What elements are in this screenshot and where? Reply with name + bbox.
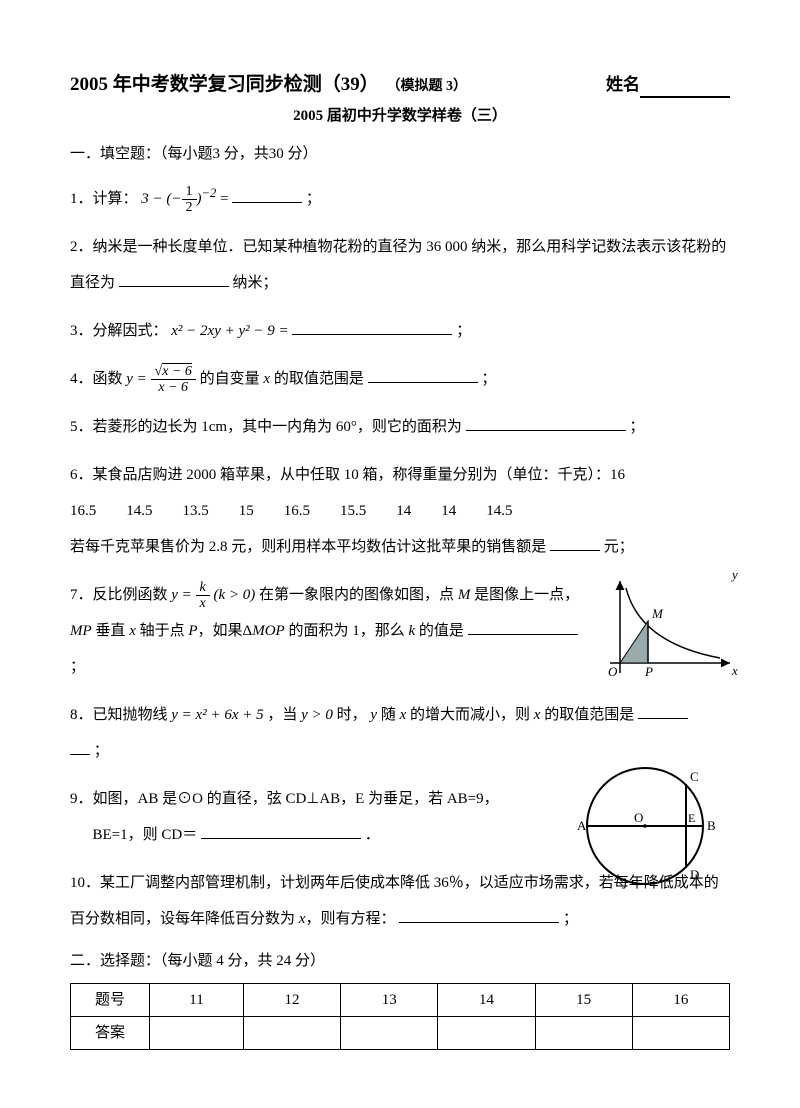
q5-blank[interactable]	[466, 415, 626, 431]
section-1-header: 一．填空题：（每小题3 分，共30 分）	[70, 142, 730, 166]
question-4: 4．函数 y = √x − 6x − 6 的自变量 x 的取值范围是 ；	[70, 361, 730, 397]
row-label: 题号	[71, 984, 150, 1017]
ans-label: 答案	[71, 1017, 150, 1050]
col-13: 13	[341, 984, 438, 1017]
col-16: 16	[632, 984, 729, 1017]
title-group: 2005 年中考数学复习同步检测（39） （模拟题 3）	[70, 70, 467, 100]
svg-text:A: A	[577, 818, 587, 833]
q4-blank[interactable]	[368, 367, 478, 383]
ans-15[interactable]	[535, 1017, 632, 1050]
q1-frac: 12	[182, 184, 197, 216]
q1-blank[interactable]	[232, 187, 302, 203]
ans-11[interactable]	[150, 1017, 244, 1050]
q3-expr: x² − 2xy + y² − 9 =	[171, 323, 288, 339]
q9-blank[interactable]	[201, 823, 361, 839]
q6-line2: 16.5 14.5 13.5 15 16.5 15.5 14 14 14.5	[70, 493, 730, 529]
table-row-header: 题号 11 12 13 14 15 16	[71, 984, 730, 1017]
question-2: 2．纳米是一种长度单位．已知某种植物花粉的直径为 36 000 纳米，那么用科学…	[70, 229, 730, 301]
q4-expr: y = √x − 6x − 6	[126, 371, 199, 387]
q8-blank2[interactable]	[70, 739, 90, 755]
q6-line1: 6．某食品店购进 2000 箱苹果，从中任取 10 箱，称得重量分别为（单位：千…	[70, 457, 730, 493]
svg-text:E: E	[688, 811, 695, 825]
question-1: 1．计算： 3 − (−12)−2 = ；	[70, 178, 730, 217]
q8-expr: y = x² + 6x + 5	[171, 707, 263, 723]
ans-12[interactable]	[243, 1017, 340, 1050]
svg-text:O: O	[634, 810, 643, 825]
col-14: 14	[438, 984, 535, 1017]
svg-text:O: O	[608, 664, 618, 679]
question-9: 9．如图，AB 是⊙O 的直径，弦 CD⊥AB，E 为垂足，若 AB=9， BE…	[70, 781, 730, 853]
title-mode: （模拟题 3）	[387, 79, 468, 94]
svg-text:P: P	[644, 664, 653, 679]
question-5: 5．若菱形的边长为 1cm，其中一内角为 60°，则它的面积为 ；	[70, 409, 730, 445]
svg-text:x: x	[731, 663, 738, 678]
q1-pre: 1．计算：	[70, 191, 138, 207]
page: 2005 年中考数学复习同步检测（39） （模拟题 3） 姓名 2005 届初中…	[0, 0, 800, 1090]
question-3: 3．分解因式： x² − 2xy + y² − 9 = ；	[70, 313, 730, 349]
name-label: 姓名	[606, 75, 640, 94]
q4-frac: √x − 6x − 6	[151, 364, 196, 396]
q8-blank[interactable]	[638, 703, 688, 719]
subtitle: 2005 届初中升学数学样卷（三）	[70, 104, 730, 128]
table-row-answers: 答案	[71, 1017, 730, 1050]
q7-figure: y x O P M	[590, 573, 740, 683]
svg-text:y: y	[730, 573, 738, 582]
question-10: 10．某工厂调整内部管理机制，计划两年后使成本降低 36％，以适应市场需求，若每…	[70, 865, 730, 937]
q6-blank[interactable]	[550, 535, 600, 551]
title-main: 2005 年中考数学复习同步检测（39）	[70, 74, 379, 95]
title-line: 2005 年中考数学复习同步检测（39） （模拟题 3） 姓名	[70, 70, 730, 100]
ans-13[interactable]	[341, 1017, 438, 1050]
q7-expr: y = kx (k > 0)	[171, 587, 259, 603]
question-6: 6．某食品店购进 2000 箱苹果，从中任取 10 箱，称得重量分别为（单位：千…	[70, 457, 730, 565]
question-7: 7．反比例函数 y = kx (k > 0) 在第一象限内的图像如图，点 M 是…	[70, 577, 730, 685]
name-blank[interactable]	[640, 96, 730, 98]
ans-14[interactable]	[438, 1017, 535, 1050]
ans-16[interactable]	[632, 1017, 729, 1050]
q1-expr: 3 − (−12)−2 =	[141, 191, 232, 207]
svg-text:M: M	[651, 606, 664, 621]
q6-line3: 若每千克苹果售价为 2.8 元，则利用样本平均数估计这批苹果的销售额是 元；	[70, 529, 730, 565]
section-2-header: 二．选择题：（每小题 4 分，共 24 分）	[70, 949, 730, 973]
q10-blank[interactable]	[399, 907, 559, 923]
q9-line2: BE=1，则 CD＝ ．	[93, 827, 380, 843]
col-15: 15	[535, 984, 632, 1017]
q7-blank[interactable]	[468, 619, 578, 635]
svg-text:C: C	[690, 769, 699, 784]
answer-table: 题号 11 12 13 14 15 16 答案	[70, 983, 730, 1050]
col-12: 12	[243, 984, 340, 1017]
col-11: 11	[150, 984, 244, 1017]
name-field: 姓名	[606, 71, 730, 98]
q7-frac: kx	[196, 580, 210, 612]
q3-blank[interactable]	[292, 319, 452, 335]
svg-text:B: B	[707, 818, 716, 833]
q2-blank[interactable]	[119, 271, 229, 287]
